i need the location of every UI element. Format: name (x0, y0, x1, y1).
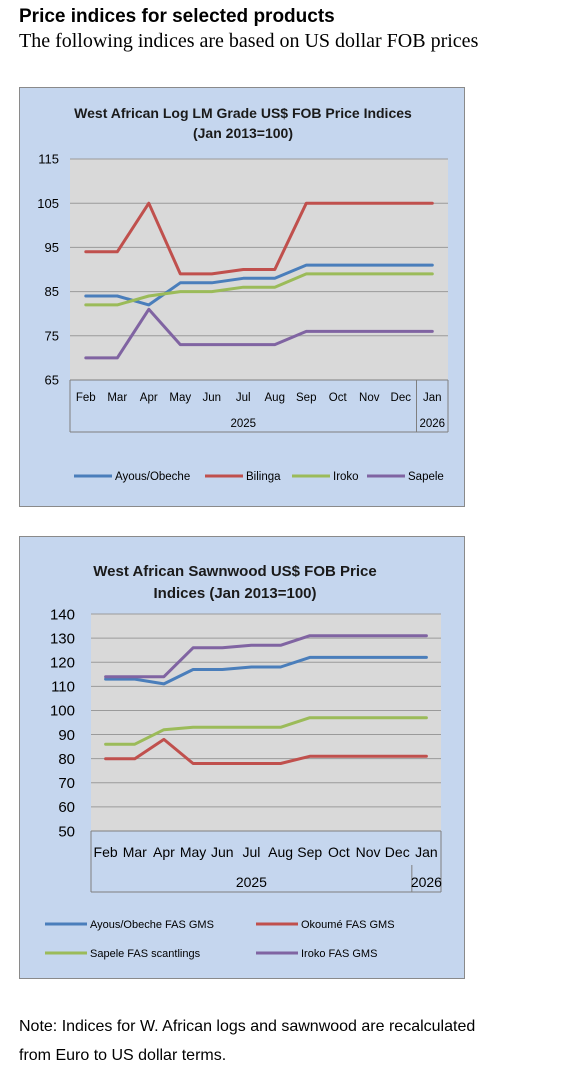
page-heading: Price indices for selected products (19, 6, 335, 27)
log-chart-legend-label: Ayous/Obeche (115, 471, 190, 483)
sawnwood-chart-x-tick-label: Nov (356, 844, 381, 860)
sawnwood-chart-title-line-2: Indices (Jan 2013=100) (153, 585, 316, 602)
note-line-2: from Euro to US dollar terms. (19, 1047, 227, 1064)
sawnwood-chart-series-line (104, 737, 428, 765)
log-chart-year-label: 2025 (230, 418, 256, 430)
sawnwood-price-chart: West African Sawnwood US$ FOB Price Indic… (19, 536, 465, 979)
sawnwood-chart-x-tick-label: Jun (211, 844, 234, 860)
sawnwood-chart-year-label: 2026 (411, 874, 442, 890)
sawnwood-chart-y-tick-label: 120 (50, 654, 75, 671)
note-line-1: Note: Indices for W. African logs and sa… (19, 1018, 476, 1035)
log-chart-series-line (84, 201, 434, 276)
log-chart-x-tick-label: Aug (265, 392, 285, 404)
log-chart-y-tick-label: 65 (45, 373, 59, 388)
page-subheading: The following indices are based on US do… (19, 30, 479, 52)
sawnwood-chart-y-tick-label: 60 (58, 799, 75, 816)
sawnwood-chart-y-tick-label: 140 (50, 606, 75, 623)
sawnwood-chart-x-tick-label: Jul (242, 844, 260, 860)
log-chart-y-tick-label: 115 (38, 152, 59, 167)
log-chart-x-tick-label: Apr (140, 392, 158, 404)
sawnwood-chart-x-tick-label: Sep (297, 844, 322, 860)
sawnwood-chart-x-tick-label: Jan (415, 844, 438, 860)
log-chart-series-line (84, 272, 434, 307)
sawnwood-chart-x-tick-label: Dec (385, 844, 410, 860)
log-chart-x-tick-label: May (169, 392, 191, 404)
sawnwood-chart-legend-label: Iroko FAS GMS (301, 948, 377, 960)
log-price-chart-svg: West African Log LM Grade US$ FOB Price … (37, 105, 449, 483)
log-chart-x-tick-label: Jun (202, 392, 221, 404)
log-chart-year-label: 2026 (419, 418, 445, 430)
log-chart-title-line-2: (Jan 2013=100) (193, 125, 293, 141)
sawnwood-chart-x-tick-label: Mar (123, 844, 147, 860)
note: Note: Indices for W. African logs and sa… (19, 1012, 559, 1070)
sawnwood-chart-x-tick-label: Apr (153, 844, 175, 860)
sawnwood-chart-series-line (104, 655, 428, 686)
sawnwood-chart-legend-label: Okoumé FAS GMS (301, 919, 395, 931)
log-chart-y-tick-label: 75 (45, 328, 59, 343)
sawnwood-chart-y-tick-label: 70 (58, 775, 75, 792)
sawnwood-price-chart-svg: West African Sawnwood US$ FOB Price Indic… (45, 563, 442, 960)
sawnwood-chart-year-label: 2025 (236, 874, 267, 890)
log-chart-x-tick-label: Dec (391, 392, 412, 404)
sawnwood-chart-series-line (104, 716, 428, 746)
sawnwood-chart-legend-label: Sapele FAS scantlings (90, 948, 201, 960)
sawnwood-chart-x-tick-label: May (180, 844, 206, 860)
log-chart-series-line (84, 307, 434, 360)
sawnwood-chart-plot-area (91, 614, 441, 831)
log-chart-x-tick-label: Mar (107, 392, 127, 404)
log-chart-title-line-1: West African Log LM Grade US$ FOB Price … (74, 105, 412, 121)
log-chart-x-tick-label: Sep (296, 392, 316, 404)
log-chart-legend-label: Sapele (408, 471, 444, 483)
log-chart-legend-label: Bilinga (246, 471, 281, 483)
log-chart-x-tick-label: Oct (329, 392, 348, 404)
sawnwood-chart-y-tick-label: 130 (50, 630, 75, 647)
sawnwood-chart-legend-label: Ayous/Obeche FAS GMS (90, 919, 214, 931)
sawnwood-chart-y-tick-label: 100 (50, 703, 75, 720)
sawnwood-chart-y-tick-label: 90 (58, 727, 75, 744)
log-chart-x-tick-label: Jan (423, 392, 442, 404)
log-chart-y-tick-label: 105 (37, 196, 59, 211)
sawnwood-chart-title-line-1: West African Sawnwood US$ FOB Price (93, 563, 376, 580)
log-chart-legend-label: Iroko (333, 471, 359, 483)
sawnwood-chart-x-tick-label: Aug (268, 844, 293, 860)
log-chart-x-tick-label: Jul (236, 392, 251, 404)
sawnwood-chart-x-tick-label: Oct (328, 844, 350, 860)
log-price-chart: West African Log LM Grade US$ FOB Price … (19, 87, 465, 507)
sawnwood-chart-x-tick-label: Feb (94, 844, 118, 860)
sawnwood-chart-y-tick-label: 110 (51, 679, 75, 696)
log-chart-x-tick-label: Nov (359, 392, 380, 404)
log-chart-x-tick-label: Feb (76, 392, 96, 404)
log-chart-y-tick-label: 85 (45, 284, 59, 299)
sawnwood-chart-series-line (104, 634, 428, 679)
log-chart-series-line (84, 263, 434, 307)
sawnwood-chart-y-tick-label: 80 (58, 751, 75, 768)
log-chart-y-tick-label: 95 (45, 240, 59, 255)
sawnwood-chart-y-tick-label: 50 (58, 823, 75, 840)
